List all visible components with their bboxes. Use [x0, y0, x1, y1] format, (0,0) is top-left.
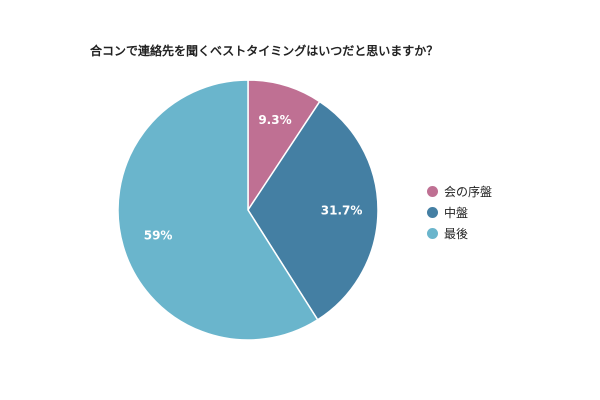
slice-value-label: 31.7% — [321, 203, 363, 217]
pie-slice-1[interactable] — [247, 100, 379, 321]
legend: 会の序盤 中盤 最後 — [427, 181, 492, 244]
legend-swatch-icon — [427, 207, 438, 218]
legend-label: 中盤 — [444, 206, 469, 220]
legend-swatch-icon — [427, 228, 438, 239]
chart-title: 合コンで連絡先を聞くベストタイミングはいつだと思いますか？ — [90, 44, 439, 58]
pie-slice-2[interactable] — [117, 79, 319, 341]
legend-label: 会の序盤 — [444, 185, 493, 199]
legend-swatch-icon — [427, 186, 438, 197]
legend-item-1[interactable]: 中盤 — [427, 202, 492, 223]
legend-item-0[interactable]: 会の序盤 — [427, 181, 492, 202]
legend-item-2[interactable]: 最後 — [427, 223, 492, 244]
slice-value-label: 9.3% — [258, 113, 291, 127]
slice-value-label: 59% — [144, 229, 173, 243]
legend-label: 最後 — [444, 227, 469, 241]
